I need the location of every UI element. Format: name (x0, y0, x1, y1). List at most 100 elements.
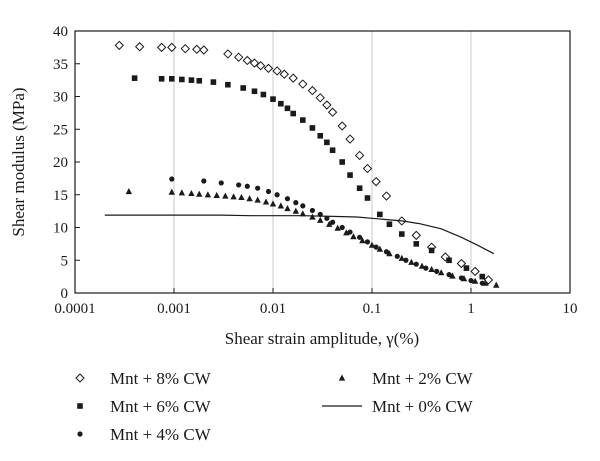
legend-item: Mnt + 0% CW (322, 397, 474, 416)
data-point (468, 277, 474, 284)
data-point (471, 277, 479, 284)
data-point (364, 195, 371, 201)
data-point (300, 117, 306, 123)
data-series (104, 40, 500, 288)
data-point (446, 272, 452, 278)
grid-lines (173, 31, 472, 293)
data-point (178, 189, 186, 196)
data-point (168, 76, 175, 82)
legend-label: Mnt + 6% CW (110, 397, 212, 416)
data-point (199, 45, 209, 55)
data-point (371, 176, 381, 187)
data-point (158, 76, 165, 82)
data-point (337, 121, 347, 131)
x-tick-label: 0.1 (363, 301, 382, 317)
data-point (449, 272, 456, 279)
y-tick-label: 35 (53, 57, 68, 73)
data-point (180, 43, 190, 54)
data-point (260, 91, 267, 98)
legend-item: Mnt + 2% CW (338, 369, 474, 388)
data-point (279, 69, 289, 79)
data-point (394, 253, 400, 259)
data-point (326, 220, 333, 227)
legend-item: Mnt + 8% CW (75, 369, 212, 388)
data-point (334, 224, 341, 231)
legend-label: Mnt + 0% CW (372, 397, 474, 416)
legend-swatch (75, 373, 85, 383)
data-point (398, 254, 406, 261)
data-point (233, 52, 244, 62)
data-point (223, 49, 233, 59)
data-point (284, 196, 291, 202)
data-point (292, 207, 300, 214)
data-point (238, 193, 245, 200)
data-point (167, 42, 177, 53)
series-mnt-4-cw (169, 176, 485, 286)
data-point (284, 105, 291, 112)
data-point (327, 107, 338, 117)
data-point (246, 195, 253, 202)
data-point (437, 269, 445, 276)
data-point (269, 200, 277, 207)
series-line (104, 214, 495, 255)
data-point (386, 221, 393, 228)
legend-item: Mnt + 4% CW (77, 425, 212, 444)
data-point (299, 210, 307, 217)
data-point (240, 85, 246, 91)
data-point (315, 93, 325, 103)
data-point (242, 55, 253, 66)
data-point (460, 275, 468, 282)
data-point (309, 207, 315, 214)
y-tick-label: 0 (61, 286, 69, 302)
y-tick-label: 25 (53, 122, 68, 138)
data-point (324, 215, 330, 221)
data-point (347, 172, 353, 178)
data-point (236, 182, 242, 188)
data-point (345, 134, 355, 144)
y-tick-label: 15 (53, 188, 68, 204)
data-point (225, 81, 231, 88)
data-point (482, 279, 489, 286)
data-point (169, 176, 175, 182)
data-point (322, 100, 332, 110)
data-point (399, 231, 405, 237)
data-point (456, 258, 467, 269)
x-tick-label: 10 (563, 301, 578, 317)
data-point (251, 88, 258, 95)
series-mnt-2-cw (125, 187, 500, 288)
x-tick-label: 0.01 (260, 301, 286, 317)
data-point (383, 249, 390, 255)
data-point (125, 187, 133, 195)
data-point (357, 234, 363, 240)
data-point (204, 191, 212, 198)
legend-label: Mnt + 8% CW (110, 369, 212, 388)
legend-swatch (77, 403, 83, 409)
legend-swatch (338, 374, 346, 381)
x-tick-label: 1 (467, 301, 475, 317)
data-point (196, 190, 203, 197)
data-point (188, 189, 195, 197)
data-point (386, 250, 393, 257)
data-point (293, 200, 299, 206)
data-point (244, 183, 250, 189)
data-point (274, 192, 280, 198)
data-point (381, 191, 392, 201)
data-point (134, 42, 145, 52)
data-point (131, 75, 138, 81)
data-point (339, 159, 345, 165)
data-point (222, 192, 229, 199)
data-point (317, 133, 324, 139)
plot-frame (74, 30, 571, 294)
data-point (298, 79, 308, 89)
data-point (368, 241, 376, 248)
data-point (114, 40, 124, 51)
data-point (413, 261, 419, 267)
data-point (339, 224, 345, 231)
data-point (413, 241, 420, 247)
data-point (330, 219, 336, 225)
data-point (278, 100, 284, 107)
data-point (300, 203, 306, 209)
data-point (470, 266, 480, 277)
data-point (277, 202, 285, 209)
